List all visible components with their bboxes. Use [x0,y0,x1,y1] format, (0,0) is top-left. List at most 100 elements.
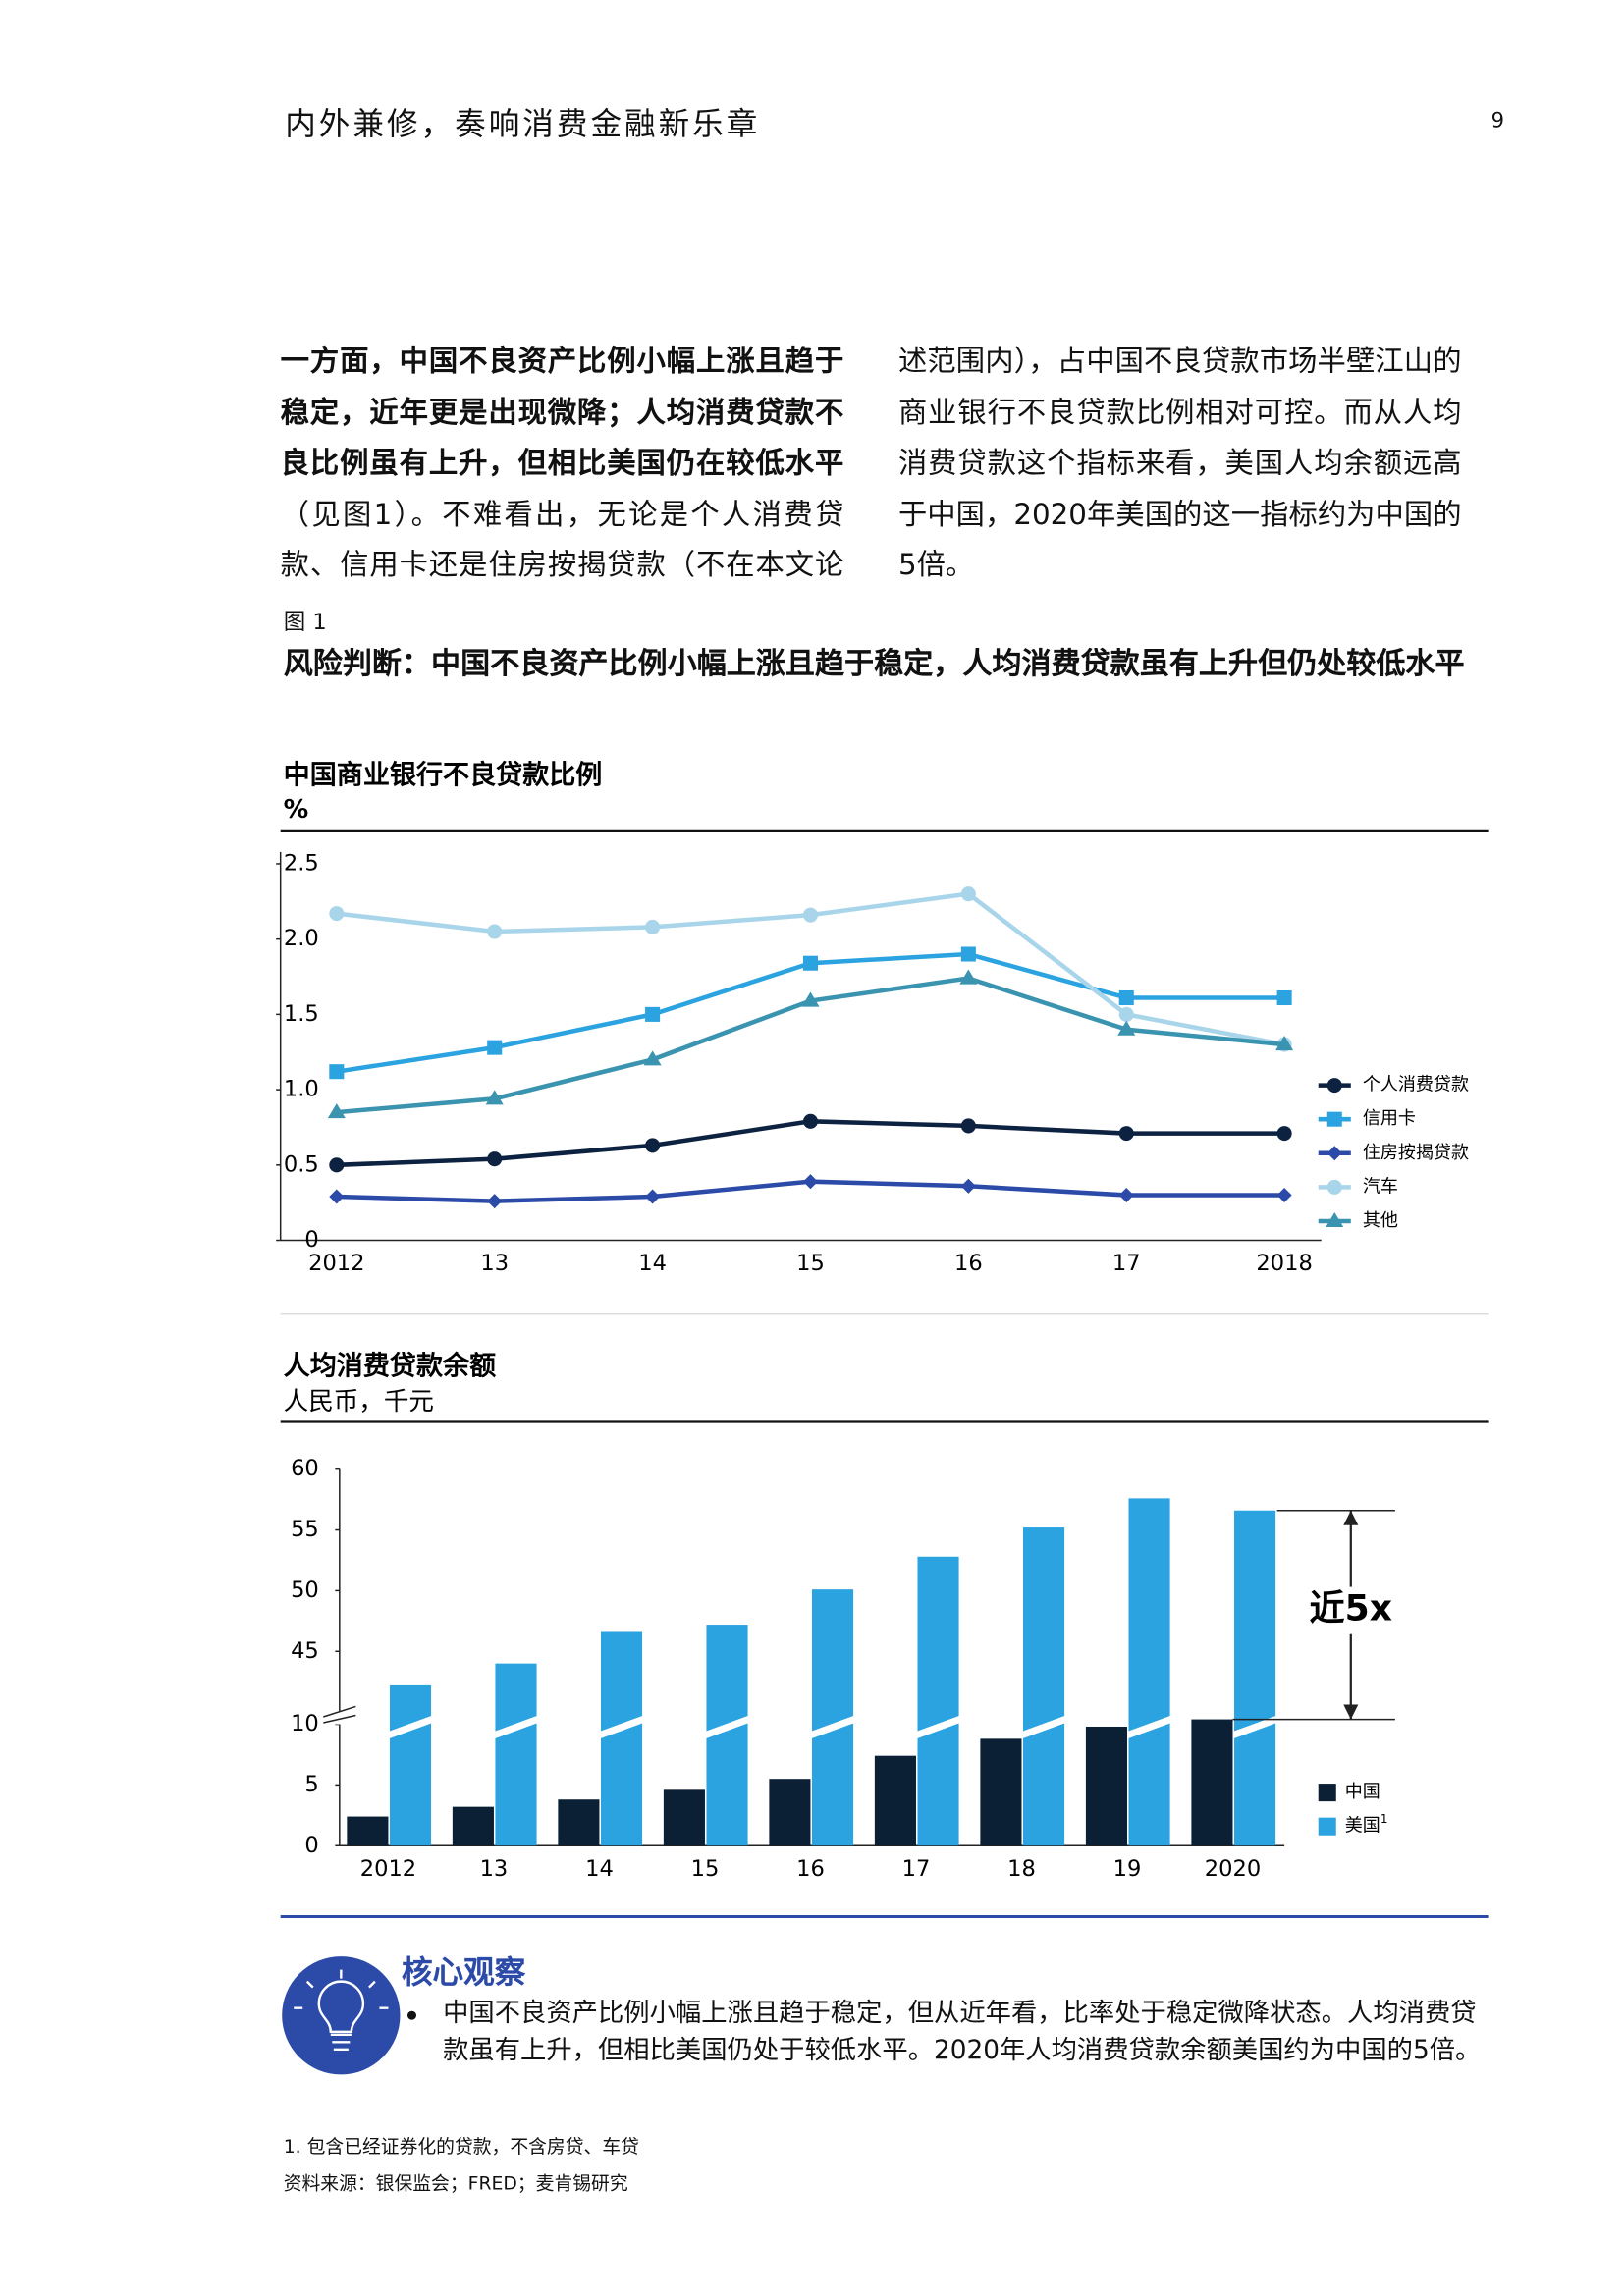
x-tick-label: 2012 [360,1856,416,1882]
point [960,946,976,962]
bar-break [915,1715,961,1739]
legend-label: 住房按揭贷款 [1363,1143,1469,1163]
point [960,886,976,902]
y-tick-label: 45 [291,1638,319,1664]
axis-break [323,1714,356,1724]
point [802,1174,818,1190]
bar-break [1021,1715,1066,1739]
annotation: 近5x [1310,1588,1392,1629]
bar-break [810,1715,855,1739]
bar [558,1799,600,1846]
x-tick-label: 14 [638,1251,667,1276]
bar-break [1126,1715,1172,1739]
annotation-bg [1306,1586,1395,1634]
legend-marker [1326,1111,1342,1127]
insight-heading: 核心观察 [401,1954,526,1991]
y-axis-label: 人民币，千元 [284,1387,434,1416]
page-number: 9 [1490,109,1505,133]
y-axis-label: % [284,795,309,825]
point [645,919,661,934]
bar [811,1589,854,1846]
point [487,1040,503,1055]
x-tick-label: 15 [796,1251,825,1276]
legend-label: 其他 [1363,1210,1398,1231]
figure-title: 风险判断：中国不良资产比例小幅上涨且趋于稳定，人均消费贷款虽有上升但仍处较低水平 [283,645,1465,681]
x-tick-label: 19 [1113,1856,1142,1882]
x-tick-label: 2020 [1205,1856,1261,1882]
bar [495,1663,537,1846]
legend-label: 汽车 [1363,1176,1398,1197]
legend-label: 个人消费贷款 [1363,1075,1469,1095]
point [1276,989,1292,1006]
bar-break [1232,1715,1277,1739]
point [960,1118,976,1134]
point [487,1194,503,1209]
x-tick-label: 13 [480,1856,509,1882]
legend-label: 中国 [1345,1782,1380,1802]
bar [347,1816,389,1846]
point [1118,1187,1134,1203]
bar-break [388,1715,433,1739]
point [1118,1126,1134,1142]
axis-break [323,1705,356,1718]
y-tick-label: 0 [304,1227,318,1253]
y-tick-label: 50 [291,1577,319,1603]
line [336,951,1285,1074]
arrowhead [1343,1510,1359,1525]
point [1276,1187,1292,1203]
y-tick-label: 5 [304,1772,318,1797]
x-tick-label: 16 [796,1856,825,1882]
bar [769,1779,811,1846]
y-tick-label: 10 [291,1711,319,1736]
legend-swatch [1318,1784,1336,1802]
point [802,1113,818,1129]
bar-break [704,1715,750,1739]
legend-marker [1326,1211,1344,1227]
point [802,955,818,971]
arrowhead [1343,1704,1359,1720]
point [643,1050,662,1066]
bar [980,1738,1022,1846]
point [1118,989,1134,1006]
bar [1234,1510,1276,1846]
point [1275,1036,1294,1051]
legend-label: 信用卡 [1363,1108,1416,1129]
footnote: 1. 包含已经证券化的贷款，不含房贷、车贷 [283,2135,639,2158]
bar-break [493,1715,539,1739]
bar [917,1556,959,1846]
legend-marker [1326,1078,1342,1094]
source-note: 资料来源：银保监会；FRED；麦肯锡研究 [283,2171,628,2195]
point [487,1151,503,1167]
chart-title: 中国商业银行不良贷款比例 [284,760,603,791]
bar [1191,1719,1233,1846]
x-tick-label: 18 [1007,1856,1036,1882]
point [1117,1020,1136,1036]
y-tick-label: 55 [291,1517,319,1542]
x-tick-label: 13 [480,1251,509,1276]
y-tick-label: 2.5 [284,850,319,876]
y-tick-label: 2.0 [284,926,319,951]
y-tick-label: 0.5 [284,1151,319,1177]
intro-text: 一方面，中国不良资产比例小幅上涨且趋于稳定，近年更是出现微降；人均消费贷款不良比… [281,337,1462,595]
point [329,906,345,922]
y-tick-label: 0 [304,1833,318,1858]
intro-lead: 一方面，中国不良资产比例小幅上涨且趋于稳定，近年更是出现微降；人均消费贷款不良比… [280,344,844,480]
point [645,1138,661,1153]
x-tick-label: 15 [691,1856,720,1882]
bar [663,1789,705,1846]
x-tick-label: 14 [585,1856,614,1882]
legend-marker [1326,1146,1342,1161]
x-tick-label: 16 [954,1251,983,1276]
x-tick-label: 17 [902,1856,931,1882]
intro-body: （见图1）。不难看出，无论是个人消费贷款、信用卡还是住房按揭贷款（不在本文论述范… [280,344,1462,582]
bar [874,1755,916,1846]
figure-label: 图 1 [283,608,327,635]
legend-label: 美国1 [1345,1812,1388,1837]
legend-marker [1326,1179,1342,1195]
insight-bullet: 中国不良资产比例小幅上涨且趋于稳定，但从近年看，比率处于稳定微降状态。人均消费贷… [406,1997,1494,2069]
point [959,969,978,985]
point [1276,1126,1292,1142]
